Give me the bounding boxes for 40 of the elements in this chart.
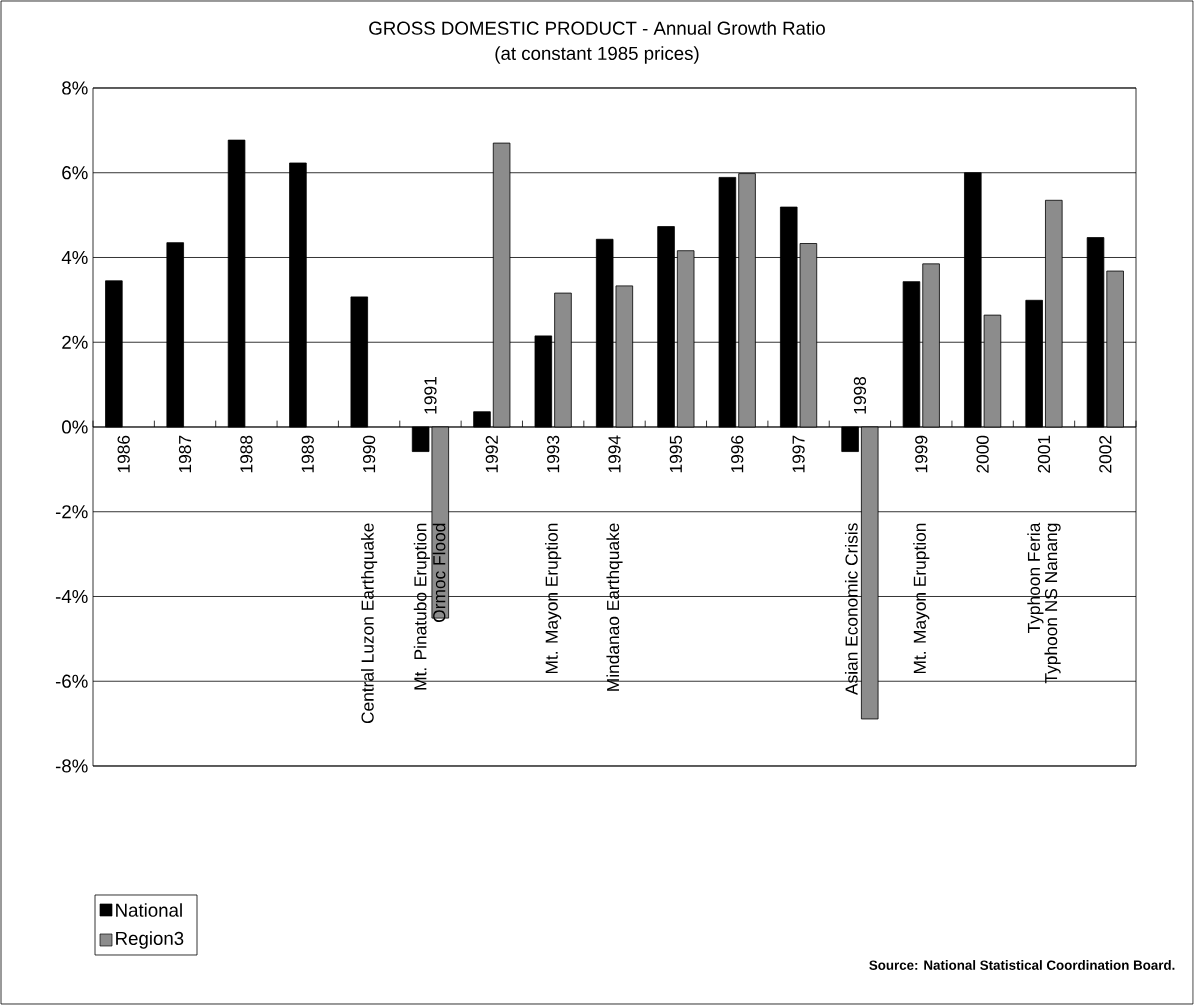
annotation: Mindanao Earthquake	[606, 523, 623, 691]
x-tick-label: 2000	[976, 435, 989, 473]
x-tick-label: 1993	[547, 435, 560, 473]
y-tick-label: 6%	[62, 166, 88, 180]
annotation: Mt. Pinatubo Eruption	[413, 523, 430, 690]
legend-label: National	[116, 903, 182, 917]
x-tick-label: 2001	[1037, 435, 1051, 473]
y-tick-label: -6%	[55, 674, 88, 688]
x-tick-label: 1997	[792, 435, 805, 473]
annotation: Asian Economic Crisis	[844, 523, 858, 695]
x-tick-label: 1989	[301, 435, 314, 473]
y-tick-label: 8%	[62, 81, 88, 95]
x-tick-label: 1994	[608, 435, 621, 473]
annotation: Mt. Mayon Eruption	[913, 523, 930, 674]
source-note: Source: National Statistical Coordination Board.	[869, 960, 1175, 970]
x-tick-label: 1988	[240, 435, 253, 473]
annotation: Ormoc Flood	[432, 523, 446, 622]
chart-subtitle: (at constant 1985 prices)	[495, 46, 699, 64]
x-tick-label: 1986	[117, 435, 130, 473]
annotation: Typhoon Feria	[1027, 522, 1044, 634]
y-tick-label: 0%	[62, 420, 88, 434]
annotation: Mt. Mayon Eruption	[545, 523, 562, 674]
x-tick-label: 1992	[485, 435, 498, 473]
x-tick-label: 2002	[1099, 435, 1112, 473]
x-tick-label: 1990	[362, 435, 376, 473]
x-tick-label: 1991	[424, 377, 437, 414]
annotation: Typhoon NS Nanang	[1044, 523, 1061, 684]
x-tick-label: 1987	[178, 435, 192, 473]
y-tick-label: 2%	[62, 335, 88, 349]
x-tick-label: 1996	[731, 435, 744, 473]
y-tick-label: 4%	[61, 250, 88, 265]
chart-title: GROSS DOMESTIC PRODUCT - Annual Growth Ratio	[369, 21, 825, 35]
y-tick-label: -4%	[55, 589, 88, 604]
y-tick-label: -2%	[55, 505, 88, 519]
legend-label: Region3	[116, 931, 184, 949]
x-tick-label: 1998	[853, 377, 867, 414]
y-tick-label: -8%	[55, 759, 88, 773]
annotation: Central Luzon Earthquake	[361, 523, 378, 724]
x-tick-label: 1995	[669, 435, 682, 473]
x-tick-label: 1999	[915, 435, 928, 473]
